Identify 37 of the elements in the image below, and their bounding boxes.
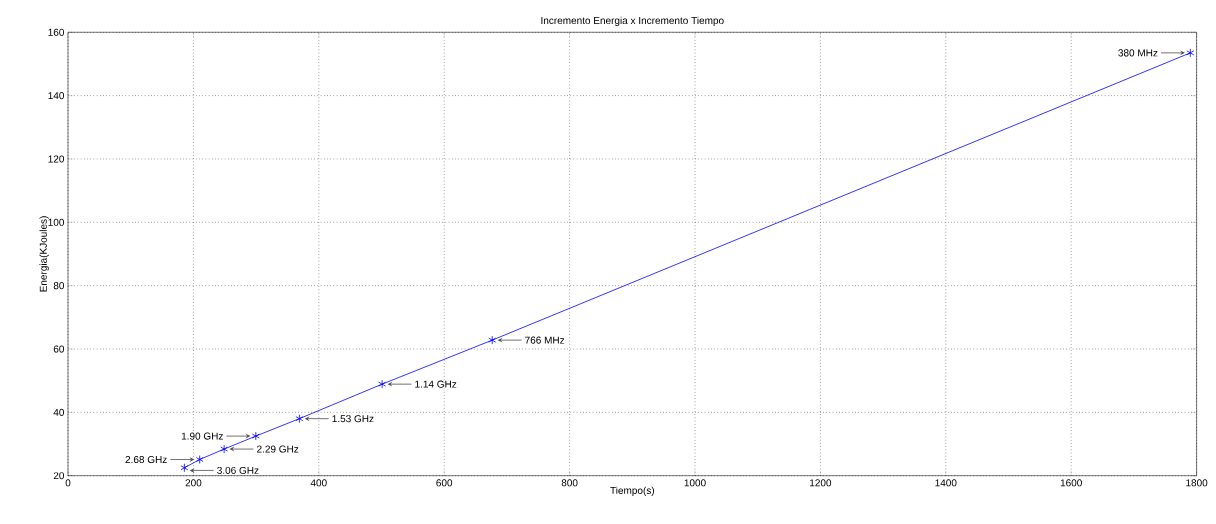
y-tick-label: 80 — [53, 282, 65, 290]
annotation: 1.53 GHz — [332, 415, 374, 423]
annotation: 766 MHz — [525, 336, 565, 344]
annotation: 1.14 GHz — [415, 380, 457, 388]
annotation: 2.68 GHz — [125, 455, 167, 464]
point — [488, 335, 497, 345]
point — [180, 463, 189, 473]
x-axis-title: Tiempo(s) — [610, 486, 655, 496]
x-tick-label: 1600 — [1060, 479, 1082, 487]
point — [295, 414, 304, 424]
point — [378, 379, 386, 389]
x-tick-label: 1400 — [935, 479, 957, 487]
point — [1186, 48, 1195, 58]
annotation: 1.90 GHz — [181, 432, 223, 440]
y-tick-label: 120 — [48, 155, 65, 163]
y-axis-title: Energia(KJoules) — [39, 216, 49, 292]
x-tick-label: 1800 — [1186, 479, 1208, 487]
point — [251, 431, 260, 441]
x-tick-label: 0 — [65, 479, 71, 487]
y-tick-label: 140 — [48, 92, 65, 100]
y-tick-label: 160 — [48, 28, 65, 36]
x-tick-label: 400 — [310, 479, 327, 487]
x-tick-label: 200 — [185, 479, 202, 487]
y-tick-label: 20 — [53, 472, 65, 480]
x-tick-label: 600 — [436, 479, 453, 487]
y-tick-label: 60 — [53, 345, 65, 353]
point — [220, 444, 228, 454]
annotation: 380 MHz — [1118, 49, 1158, 57]
point — [195, 455, 204, 464]
annotation: 2.29 GHz — [257, 445, 299, 453]
annotation: 3.06 GHz — [217, 466, 259, 474]
x-tick-label: 1200 — [810, 479, 832, 487]
chart-title: Incremento Energia x Incremento Tiempo — [541, 16, 724, 27]
x-tick-label: 800 — [561, 479, 578, 487]
y-tick-label: 100 — [48, 218, 65, 226]
y-tick-label: 40 — [53, 408, 65, 416]
x-tick-label: 1000 — [684, 479, 706, 487]
